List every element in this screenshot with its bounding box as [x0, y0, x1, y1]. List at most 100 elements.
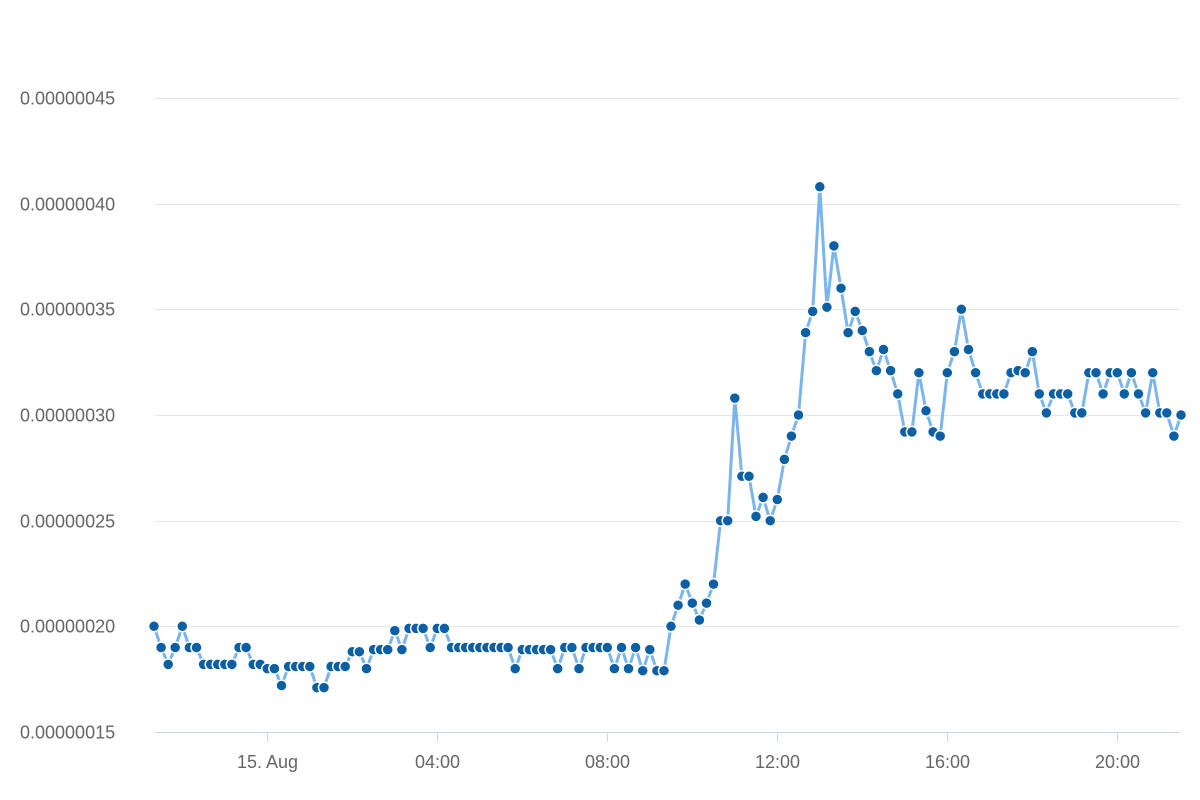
data-point: [1174, 408, 1188, 422]
data-point: [395, 643, 409, 656]
data-point: [785, 429, 798, 443]
data-point: [388, 624, 402, 637]
data-point: [686, 596, 699, 610]
x-tick-label: 20:00: [1095, 752, 1140, 772]
data-point: [1139, 406, 1152, 420]
data-point: [1096, 387, 1110, 401]
data-point: [693, 613, 706, 627]
data-point: [919, 404, 933, 418]
data-point: [742, 470, 756, 483]
x-tick-label: 15. Aug: [237, 752, 298, 772]
data-point: [338, 660, 352, 673]
y-tick-label: 0.00000035: [20, 300, 115, 320]
data-point: [161, 658, 175, 671]
series: [147, 180, 1188, 694]
data-point: [707, 577, 720, 591]
data-point: [629, 641, 642, 654]
data-point: [806, 305, 819, 318]
data-point: [438, 622, 451, 635]
data-point: [778, 453, 791, 466]
y-tick-label: 0.00000020: [20, 617, 115, 637]
data-point: [905, 425, 919, 439]
y-tick-label: 0.00000030: [20, 406, 115, 426]
data-point: [268, 662, 281, 675]
data-point: [912, 366, 926, 379]
data-point: [1146, 366, 1159, 379]
data-point: [799, 326, 812, 339]
data-point: [608, 662, 621, 675]
data-point: [275, 679, 288, 692]
data-point: [834, 281, 848, 295]
data-point: [615, 641, 628, 654]
data-point: [1167, 429, 1181, 443]
series-line: [152, 185, 1183, 690]
data-point: [933, 429, 947, 443]
data-point: [870, 364, 883, 377]
data-point: [303, 660, 317, 673]
data-point: [1125, 366, 1138, 379]
data-point: [176, 620, 189, 633]
data-point: [1075, 406, 1089, 420]
data-point: [501, 641, 515, 654]
data-point: [544, 643, 557, 656]
data-point: [601, 641, 614, 654]
data-point: [884, 364, 897, 377]
data-point: [863, 345, 876, 358]
data-point: [771, 493, 784, 506]
x-axis-labels: 15. Aug 04:00 08:00 12:00 16:00 20:00: [237, 732, 1140, 772]
data-point: [763, 514, 777, 527]
data-point: [678, 577, 692, 591]
data-point: [147, 620, 161, 633]
y-tick-label: 0.00000025: [20, 512, 115, 532]
data-point: [353, 645, 366, 658]
data-point: [848, 305, 862, 318]
x-tick-label: 12:00: [755, 752, 800, 772]
data-point: [671, 598, 685, 612]
data-point: [360, 662, 373, 675]
data-point: [1118, 387, 1131, 401]
data-point: [1026, 345, 1039, 358]
data-point: [969, 366, 982, 379]
data-point: [955, 303, 968, 316]
data-point: [1111, 366, 1124, 379]
data-point: [1132, 387, 1145, 401]
data-point: [891, 387, 904, 401]
data-point: [664, 620, 678, 633]
data-point: [508, 662, 522, 675]
data-point: [841, 326, 855, 339]
data-point: [1033, 387, 1046, 401]
data-point: [749, 510, 763, 523]
data-point: [792, 408, 805, 422]
data-point: [168, 641, 182, 654]
data-point: [827, 239, 841, 253]
data-point: [941, 366, 954, 379]
data-point: [1018, 366, 1032, 379]
y-tick-label: 0.00000015: [20, 723, 115, 743]
y-tick-label: 0.00000045: [20, 89, 115, 109]
data-point: [820, 300, 834, 314]
data-point: [565, 641, 579, 654]
data-point: [643, 643, 657, 656]
data-point: [317, 681, 331, 694]
y-axis-labels: 0.00000015 0.00000020 0.00000025 0.00000030…: [20, 89, 115, 743]
data-point: [154, 641, 168, 654]
data-point: [756, 491, 770, 504]
data-point: [1040, 406, 1053, 420]
data-point: [551, 662, 564, 675]
data-point: [813, 180, 827, 194]
x-tick-label: 04:00: [415, 752, 460, 772]
data-point: [997, 387, 1011, 401]
data-point: [1160, 406, 1174, 420]
data-point: [622, 662, 635, 675]
data-point: [381, 643, 394, 656]
data-point: [190, 641, 203, 654]
grid-lines: [155, 98, 1180, 627]
x-tick-label: 08:00: [585, 752, 630, 772]
data-point: [423, 641, 437, 654]
data-point: [239, 641, 253, 654]
data-point: [962, 343, 975, 356]
data-point: [572, 662, 586, 675]
data-point: [877, 343, 890, 356]
data-point: [225, 658, 239, 671]
